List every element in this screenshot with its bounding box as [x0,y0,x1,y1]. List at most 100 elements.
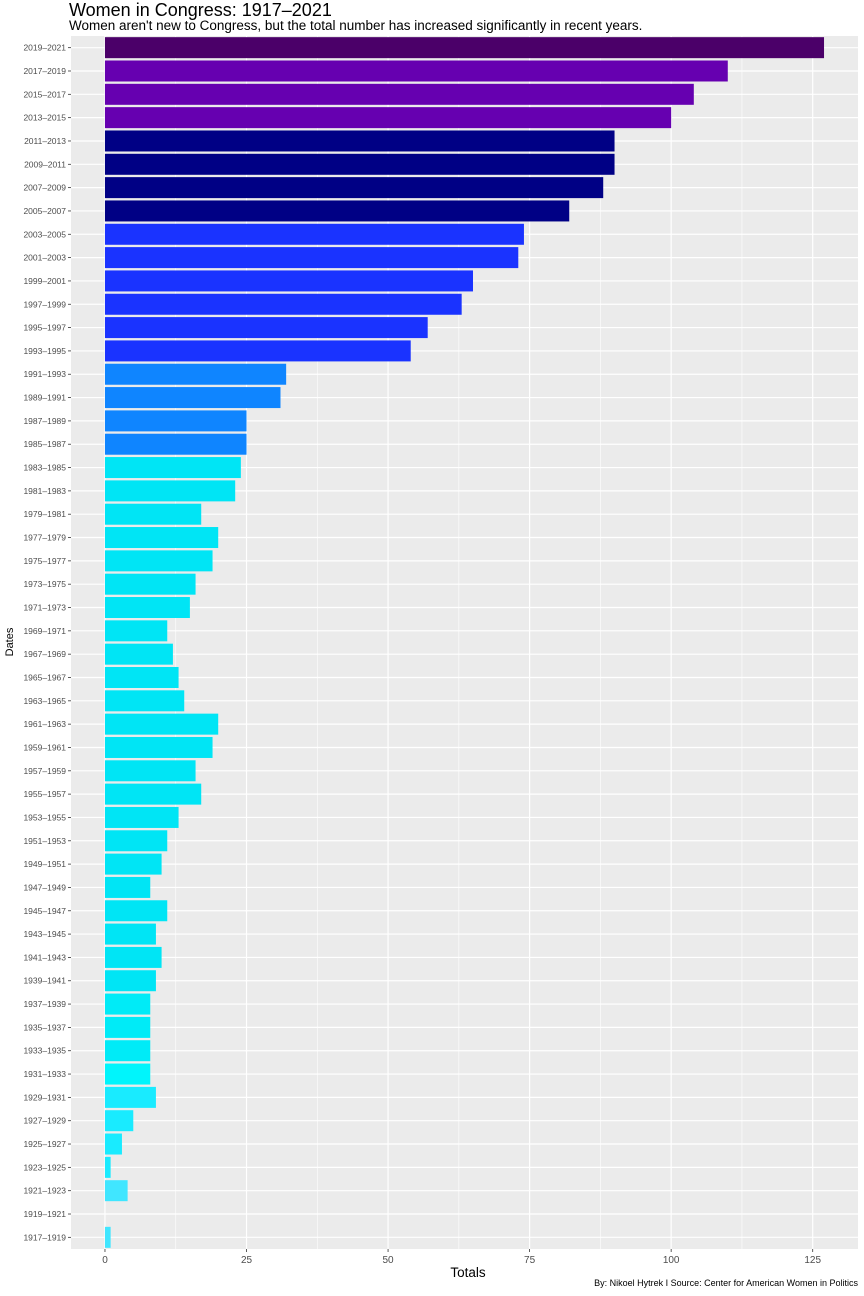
y-tick-label: 1973–1975 [23,579,66,589]
x-tick-label: 125 [804,1255,821,1266]
y-tick-label: 1967–1969 [23,649,66,659]
y-tick-label: 2013–2015 [23,113,66,123]
y-tick-label: 1971–1973 [23,603,66,613]
bar [104,503,202,525]
y-tick-label: 1961–1963 [23,719,66,729]
bar [104,457,241,479]
y-tick-label: 1989–1991 [23,393,66,403]
y-tick-label: 1923–1925 [23,1162,66,1172]
bar [104,760,196,782]
bar [104,130,615,152]
bar [104,1086,156,1108]
bar [104,293,462,315]
bar [104,1110,134,1132]
y-tick-label: 1953–1955 [23,812,66,822]
y-tick-label: 1941–1943 [23,952,66,962]
y-tick-label: 1987–1989 [23,416,66,426]
y-tick-label: 2015–2017 [23,89,66,99]
y-tick-label: 1963–1965 [23,696,66,706]
bar [104,853,162,875]
y-tick-label: 1933–1935 [23,1046,66,1056]
y-tick-label: 1929–1931 [23,1092,66,1102]
bar [104,783,202,805]
bar [104,83,694,105]
bar [104,1040,151,1062]
chart-subtitle: Women aren't new to Congress, but the to… [69,18,643,33]
y-tick-label: 1985–1987 [23,439,66,449]
x-tick-label: 100 [663,1255,680,1266]
bar [104,830,168,852]
y-tick-label: 1981–1983 [23,486,66,496]
bar [104,806,179,828]
bar [104,247,519,269]
y-tick-label: 1917–1919 [23,1232,66,1242]
bar [104,177,604,199]
bar [104,1016,151,1038]
y-tick-label: 2019–2021 [23,43,66,53]
y-tick-label: 1939–1941 [23,976,66,986]
bar [104,946,162,968]
bar [104,970,156,992]
chart-caption: By: Nikoel Hytrek I Source: Center for A… [594,1278,858,1288]
bar [104,573,196,595]
bar [104,317,428,339]
bar [104,527,219,549]
bar [104,923,156,945]
bar [104,387,281,409]
y-tick-label: 1969–1971 [23,626,66,636]
y-tick-label: 2017–2019 [23,66,66,76]
y-tick-label: 2011–2013 [24,136,66,146]
y-tick-label: 1995–1997 [23,323,66,333]
y-tick-label: 1979–1981 [23,509,66,519]
y-tick-label: 1991–1993 [23,369,66,379]
y-tick-label: 1943–1945 [23,929,66,939]
y-tick-label: 1945–1947 [23,906,66,916]
x-tick-label: 0 [102,1255,108,1266]
y-tick-label: 1957–1959 [23,766,66,776]
y-tick-label: 1999–2001 [23,276,66,286]
bar [104,876,151,898]
x-tick-label: 25 [241,1255,253,1266]
y-tick-label: 1921–1923 [23,1186,66,1196]
y-tick-label: 2001–2003 [23,253,66,263]
y-tick-label: 1997–1999 [23,299,66,309]
y-tick-label: 1977–1979 [23,533,66,543]
bar [104,107,672,129]
bar [104,37,825,59]
bar [104,1180,128,1202]
bar [104,713,219,735]
x-axis-ticks: 0 25 50 75 100 125 [102,1249,821,1266]
x-tick-label: 50 [383,1255,395,1266]
y-tick-label: 1951–1953 [23,836,66,846]
bar [104,900,168,922]
bar [104,60,728,82]
bar [104,363,287,385]
bars [104,37,825,1248]
bar [104,1063,151,1085]
bar [104,666,179,688]
y-tick-label: 1919–1921 [23,1209,66,1219]
bar [104,223,524,245]
bar [104,480,236,502]
bar [104,1156,111,1178]
y-tick-label: 1949–1951 [23,859,66,869]
bar [104,597,190,619]
y-tick-label: 1955–1957 [23,789,66,799]
y-tick-label: 1983–1985 [23,463,66,473]
y-tick-label: 1993–1995 [23,346,66,356]
bar [104,200,570,222]
bar [104,550,213,572]
y-axis-label: Dates [4,627,16,656]
bar [104,1133,122,1155]
y-tick-label: 2005–2007 [23,206,66,216]
y-tick-label: 1975–1977 [23,556,66,566]
bar [104,736,213,758]
bar [104,153,615,175]
y-tick-label: 2007–2009 [23,183,66,193]
y-tick-label: 1925–1927 [23,1139,66,1149]
bar [104,340,411,362]
y-tick-label: 1935–1937 [23,1022,66,1032]
bar [104,270,473,292]
y-tick-label: 1959–1961 [23,742,66,752]
